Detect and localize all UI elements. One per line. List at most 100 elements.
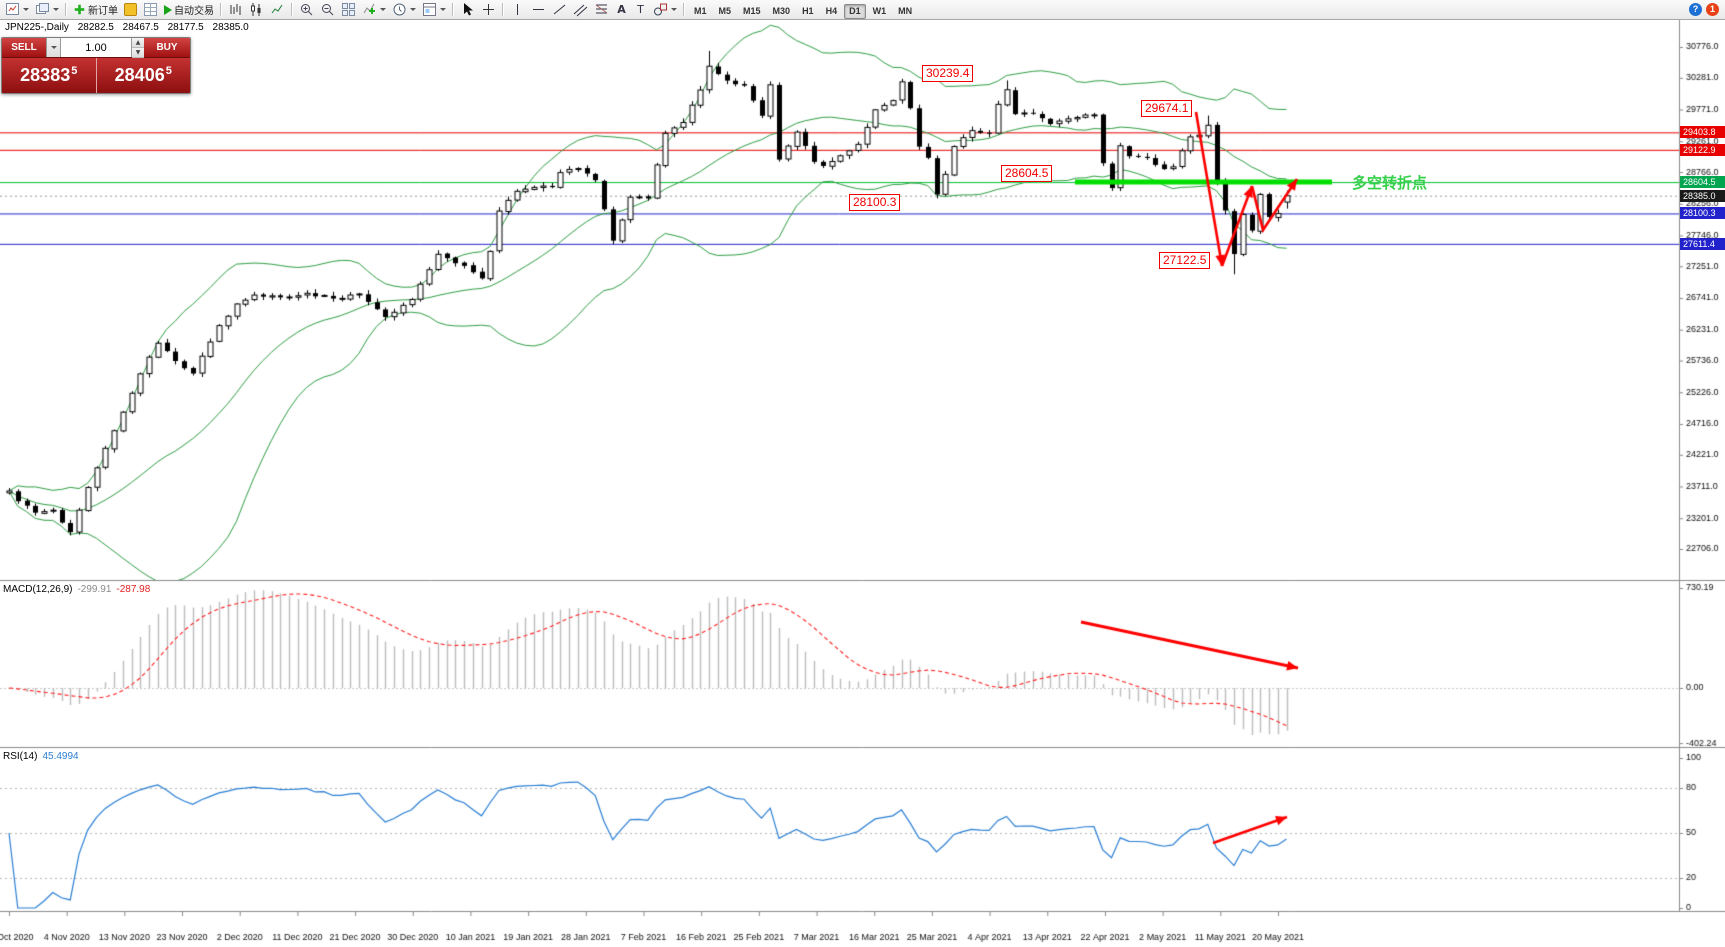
toolbar-separator	[452, 3, 454, 16]
price-callout-label[interactable]: 28100.3	[849, 194, 901, 211]
price-callout-label[interactable]: 27122.5	[1159, 252, 1211, 269]
timeframe-button-h1[interactable]: H1	[797, 4, 819, 19]
toolbar-separator	[65, 3, 67, 16]
timeframe-button-d1[interactable]: D1	[844, 3, 866, 19]
price-axis-tag: 28385.0	[1680, 189, 1725, 202]
symbol-period-label: JPN225-,Daily	[5, 22, 69, 33]
templates-button[interactable]	[419, 1, 449, 18]
chevron-down-icon	[380, 8, 386, 11]
plus-icon	[74, 4, 85, 15]
periods-button[interactable]	[389, 1, 419, 18]
fibonacci-button[interactable]	[591, 1, 612, 18]
toolbar-right-group: ? 1	[1689, 3, 1719, 16]
trade-widget-prices: 28383 5 28406 5	[2, 58, 190, 93]
price-callout-label[interactable]: 29674.1	[1141, 100, 1193, 117]
close-value: 28385.0	[212, 22, 249, 33]
rsi-title-label: RSI(14)	[3, 751, 38, 762]
new-order-label: 新订单	[88, 6, 118, 17]
high-value: 28467.5	[122, 22, 159, 33]
trade-widget-top-row: SELL ▲▼ BUY	[2, 38, 190, 58]
zoom-out-button[interactable]	[317, 1, 338, 18]
timeframe-button-w1[interactable]: W1	[868, 4, 892, 19]
horizontal-line-icon	[533, 9, 544, 10]
crosshair-button[interactable]	[478, 1, 499, 18]
chevron-down-icon	[410, 8, 416, 11]
profiles-button[interactable]	[32, 1, 62, 18]
template-icon	[423, 3, 436, 16]
sell-price[interactable]: 28383 5	[2, 58, 97, 93]
timeframe-button-m5[interactable]: M5	[714, 4, 737, 19]
open-value: 28282.5	[77, 22, 114, 33]
buy-price[interactable]: 28406 5	[96, 58, 190, 93]
toolbar-separator	[220, 3, 222, 16]
shapes-icon	[654, 3, 667, 16]
metaeditor-icon	[124, 3, 137, 16]
toolbar-separator	[291, 3, 293, 16]
candlestick-chart-button[interactable]	[246, 1, 267, 18]
crosshair-icon	[483, 4, 494, 15]
toolbar-separator	[502, 3, 504, 16]
shapes-button[interactable]	[650, 1, 680, 18]
text-button[interactable]: A	[612, 1, 631, 18]
timeframe-button-m15[interactable]: M15	[738, 4, 766, 19]
autotrading-button[interactable]: 自动交易	[161, 1, 217, 18]
channel-button[interactable]	[570, 1, 591, 18]
chevron-down-icon	[53, 8, 59, 11]
sell-button[interactable]: SELL	[2, 38, 46, 57]
price-axis-tag: 28604.5	[1680, 176, 1725, 189]
timeframe-button-mn[interactable]: MN	[893, 4, 917, 19]
market-watch-button[interactable]	[140, 1, 161, 18]
volume-up-icon[interactable]: ▲	[132, 38, 144, 48]
indicators-button[interactable]	[359, 1, 389, 18]
label-icon: T	[637, 3, 644, 16]
price-axis-tag: 29403.8	[1680, 126, 1725, 139]
sell-price-main: 28383	[20, 65, 71, 85]
tile-windows-icon	[342, 3, 355, 16]
line-chart-button[interactable]	[267, 1, 288, 18]
chevron-down-icon	[23, 8, 29, 11]
indicators-icon	[363, 3, 375, 14]
cursor-button[interactable]	[457, 1, 478, 18]
help-icon[interactable]: ?	[1689, 3, 1702, 16]
chart-window-button[interactable]	[2, 1, 32, 18]
metaeditor-button[interactable]	[121, 1, 140, 18]
chart-ohlc-title: JPN225-,Daily 28282.5 28467.5 28177.5 28…	[5, 22, 255, 33]
label-button[interactable]: T	[631, 1, 650, 18]
volume-down-icon[interactable]: ▼	[132, 48, 144, 58]
macd-main-value: -299.91	[77, 584, 112, 595]
buy-price-fraction: 5	[165, 64, 172, 77]
chart-text-annotation[interactable]: 多空转折点	[1352, 175, 1428, 192]
trendline-button[interactable]	[549, 1, 570, 18]
zoom-in-button[interactable]	[296, 1, 317, 18]
volume-input[interactable]	[61, 38, 131, 57]
price-callout-label[interactable]: 30239.4	[922, 65, 974, 82]
timeframe-button-h4[interactable]: H4	[821, 4, 843, 19]
chevron-down-icon	[671, 8, 677, 11]
volume-dropdown-button[interactable]	[46, 38, 61, 57]
channel-icon	[573, 4, 588, 17]
chevron-down-icon	[440, 8, 446, 11]
timeframe-button-m30[interactable]: M30	[768, 4, 796, 19]
price-callout-label[interactable]: 28604.5	[1001, 165, 1053, 182]
profiles-icon	[36, 3, 49, 14]
vertical-line-icon	[517, 4, 518, 15]
vertical-line-button[interactable]	[507, 1, 528, 18]
trendline-icon	[553, 4, 566, 15]
line-chart-icon	[271, 4, 283, 14]
zoom-in-icon	[301, 4, 313, 16]
new-order-button[interactable]: 新订单	[70, 1, 121, 18]
macd-title-label: MACD(12,26,9)	[3, 584, 73, 595]
price-axis-tag: 28100.3	[1680, 207, 1725, 220]
volume-stepper[interactable]: ▲ ▼	[131, 38, 144, 58]
timeframe-button-m1[interactable]: M1	[689, 4, 712, 19]
bar-chart-icon	[230, 4, 241, 15]
text-icon: A	[617, 3, 626, 16]
buy-button[interactable]: BUY	[144, 38, 190, 57]
price-axis-tag: 27611.4	[1680, 237, 1725, 250]
tile-windows-button[interactable]	[338, 1, 359, 18]
bar-chart-button[interactable]	[225, 1, 246, 18]
horizontal-line-button[interactable]	[528, 1, 549, 18]
notification-badge[interactable]: 1	[1706, 3, 1719, 16]
